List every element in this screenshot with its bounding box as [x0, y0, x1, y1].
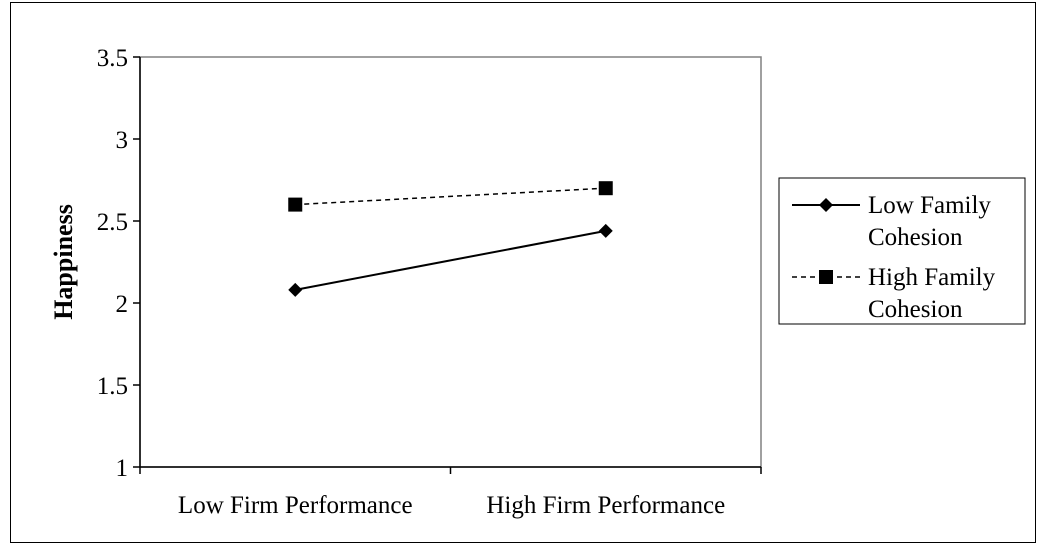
x-tick-label: High Firm Performance: [486, 492, 725, 519]
series-0-point-0: [288, 282, 303, 297]
legend-label-low-line1: Low Family: [868, 192, 991, 219]
legend-label-low-line2: Cohesion: [868, 224, 963, 251]
y-tick-label: 2.5: [97, 209, 128, 236]
y-tick-label: 3: [116, 127, 129, 154]
legend-marker-diamond-icon: [819, 198, 833, 212]
legend-item-low-family-cohesion: Low Family Cohesion: [792, 192, 991, 251]
legend-marker-square-icon: [819, 270, 833, 284]
y-tick-label: 3.5: [97, 45, 128, 72]
series-layer: [288, 181, 613, 297]
legend-box: [778, 177, 1026, 325]
legend-item-high-family-cohesion: High Family Cohesion: [792, 264, 996, 323]
series-line-1: [295, 187, 606, 206]
y-axis-title: Happiness: [49, 204, 78, 320]
y-tick-label: 2: [116, 291, 129, 318]
legend: Low Family Cohesion High Family Cohesion: [778, 177, 1026, 325]
y-tick-label: 1: [116, 455, 129, 482]
x-ticks: Low Firm Performance High Firm Performanc…: [139, 467, 762, 519]
series-line-0: [295, 229, 606, 291]
series-1-point-0: [288, 197, 303, 212]
plot-area: [139, 56, 762, 468]
legend-label-high-line2: Cohesion: [868, 296, 963, 323]
x-tick-label: Low Firm Performance: [178, 492, 413, 519]
y-ticks: 1 1.5 2 2.5 3 3.5: [97, 45, 140, 482]
y-tick-label: 1.5: [97, 373, 128, 400]
series-1-point-1: [598, 181, 613, 196]
legend-label-high-line1: High Family: [868, 264, 996, 291]
series-0-point-1: [598, 223, 613, 238]
